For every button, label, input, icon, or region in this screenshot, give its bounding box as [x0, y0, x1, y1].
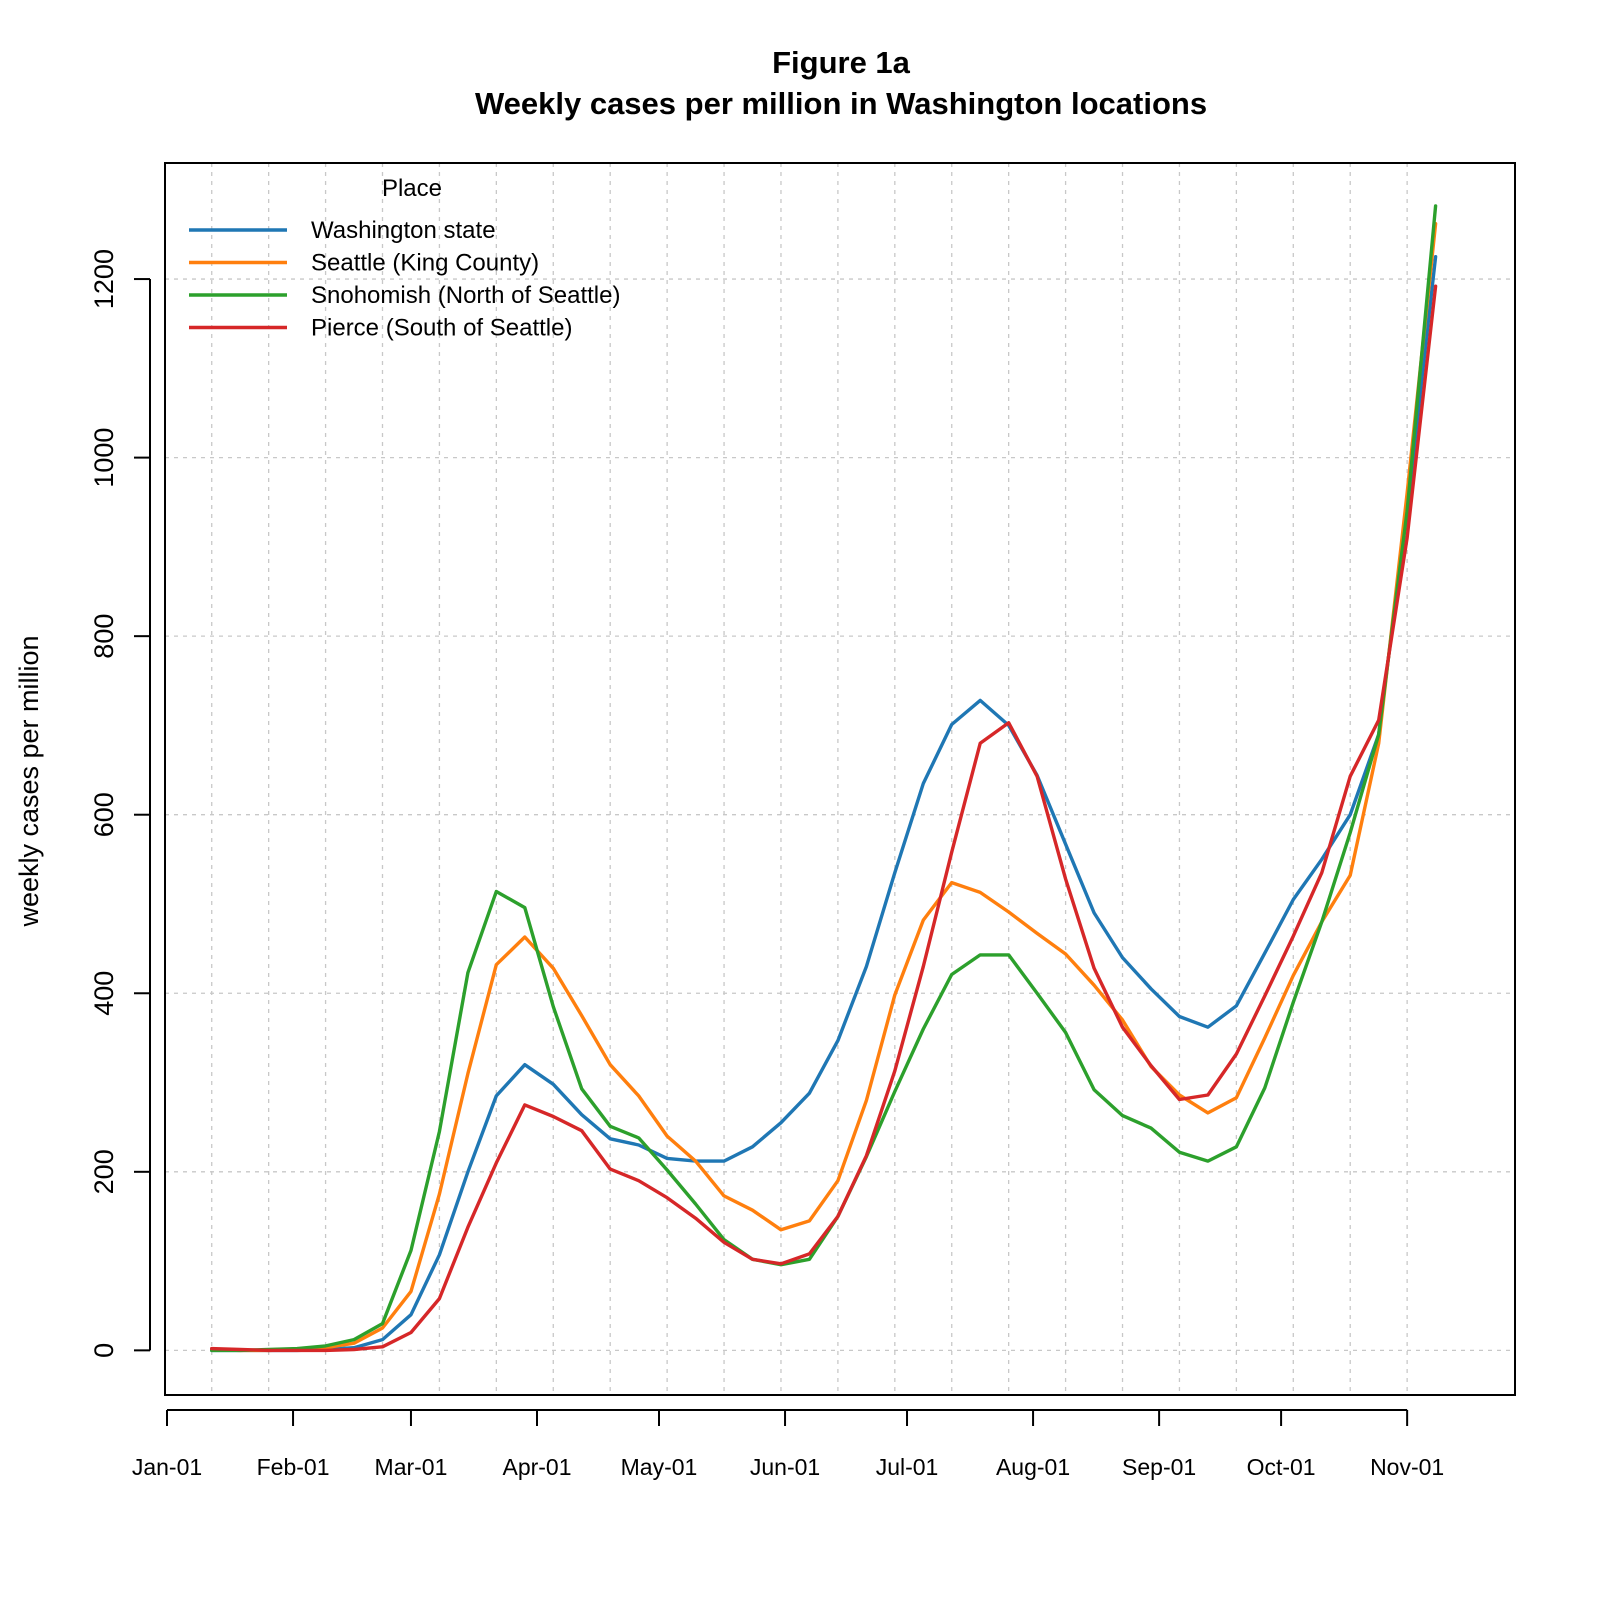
x-tick-label: Nov-01 — [1370, 1454, 1444, 1480]
x-tick-label: Jun-01 — [750, 1454, 820, 1480]
series-line-1 — [209, 221, 1438, 1353]
plot-frame — [164, 162, 1516, 1396]
y-tick-label: 0 — [89, 1343, 119, 1358]
x-tick-label: Aug-01 — [996, 1454, 1070, 1480]
y-tick-label: 1200 — [89, 249, 119, 309]
y-tick-label: 1000 — [89, 428, 119, 488]
series-line-2 — [209, 204, 1438, 1353]
series-line-0 — [209, 255, 1438, 1353]
x-tick-label: Feb-01 — [257, 1454, 330, 1480]
x-tick-label: Sep-01 — [1122, 1454, 1196, 1480]
legend-label: Pierce (South of Seattle) — [311, 315, 572, 342]
x-axis: Jan-01 Feb-01 Mar-01 Apr-01 May-01 Jun-01 Jul-… — [132, 1409, 1444, 1480]
y-tick-label: 600 — [89, 792, 119, 837]
y-tick-label: 200 — [89, 1149, 119, 1194]
legend-label: Washington state — [311, 217, 496, 244]
legend-title: Place — [382, 175, 442, 202]
x-tick-label: Oct-01 — [1247, 1454, 1316, 1480]
series-lines — [209, 204, 1438, 1353]
chart-subtitle: Weekly cases per million in Washington l… — [475, 86, 1207, 121]
x-tick-label: Apr-01 — [502, 1454, 571, 1480]
legend: Place Washington state Seattle (King Coun… — [189, 175, 620, 342]
legend-label: Snohomish (North of Seattle) — [311, 282, 620, 309]
y-axis-label: weekly cases per million — [14, 635, 44, 927]
x-tick-label: Jul-01 — [876, 1454, 939, 1480]
chart-title: Figure 1a — [772, 45, 911, 80]
y-axis: 0 200 400 600 800 1000 1200 — [89, 249, 151, 1358]
y-tick-label: 400 — [89, 971, 119, 1016]
x-tick-label: Mar-01 — [375, 1454, 448, 1480]
x-tick-label: Jan-01 — [132, 1454, 202, 1480]
legend-label: Seattle (King County) — [311, 250, 539, 277]
y-tick-label: 800 — [89, 614, 119, 659]
series-line-3 — [209, 284, 1438, 1353]
x-tick-label: May-01 — [621, 1454, 698, 1480]
